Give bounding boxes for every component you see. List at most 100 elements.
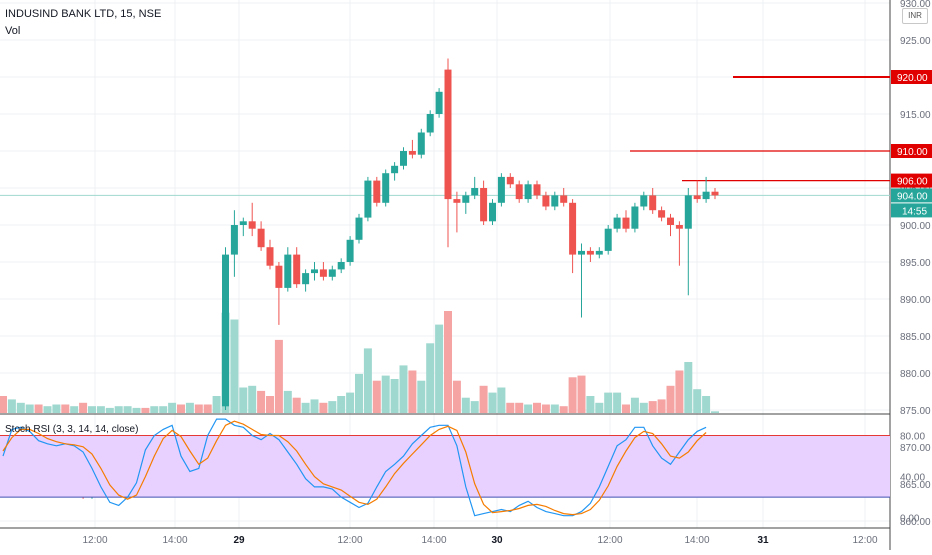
volume-bar xyxy=(435,324,444,413)
candle-body xyxy=(515,184,523,200)
candle-body xyxy=(604,228,612,251)
volume-bar xyxy=(630,397,639,413)
volume-bar xyxy=(675,370,684,413)
volume-bar xyxy=(114,406,123,413)
candle-body xyxy=(622,217,630,229)
price-tick-label: 890.00 xyxy=(900,295,931,306)
volume-bar xyxy=(301,402,310,413)
volume-bar xyxy=(363,348,372,413)
candle-body xyxy=(711,191,719,196)
candle-body xyxy=(471,188,479,196)
currency-badge[interactable]: INR xyxy=(902,8,928,24)
volume-bar xyxy=(337,396,346,413)
candle-body xyxy=(293,254,301,285)
time-tick-label: 30 xyxy=(491,535,503,546)
price-tick-label: 900.00 xyxy=(900,221,931,232)
time-tick-label: 31 xyxy=(757,535,769,546)
candle-body xyxy=(302,273,310,285)
candle-body xyxy=(649,195,657,211)
series-line-k xyxy=(2,418,707,517)
volume-bar xyxy=(533,402,541,413)
volume-bar xyxy=(497,387,506,413)
oscillator-label[interactable]: Stoch RSI (3, 3, 14, 14, close) xyxy=(5,424,139,435)
price-tick-label: 865.00 xyxy=(900,480,931,491)
volume-bar xyxy=(515,402,524,413)
price-tick-label: 875.00 xyxy=(900,406,931,417)
osc-tick-label: 40.00 xyxy=(900,473,925,484)
volume-bar xyxy=(479,385,488,413)
volume-bar xyxy=(105,407,114,413)
volume-bar xyxy=(613,392,622,413)
volume-bar xyxy=(266,396,274,413)
candle-body xyxy=(373,180,381,203)
candle-body xyxy=(284,254,292,288)
candle-body xyxy=(400,151,407,166)
candle-body xyxy=(551,195,559,207)
volume-bar xyxy=(408,370,417,413)
time-tick-label: 14:00 xyxy=(684,535,709,546)
series-line-d xyxy=(2,420,707,516)
volume-bar xyxy=(194,404,203,413)
time-tick-label: 12:00 xyxy=(852,535,877,546)
countdown-badge-label: 14:55 xyxy=(902,206,927,217)
volume-bar xyxy=(604,392,613,413)
volume-bar xyxy=(141,407,150,413)
candle-body xyxy=(533,184,541,196)
candle-body xyxy=(248,221,256,229)
volume-bar xyxy=(346,392,355,413)
volume-bar xyxy=(52,404,61,413)
candle-body xyxy=(569,202,577,255)
candle-body xyxy=(391,165,399,174)
volume-bar xyxy=(506,402,515,413)
volume-bar xyxy=(666,385,675,413)
volume-bar xyxy=(444,311,452,413)
candle-body xyxy=(355,217,363,240)
volume-bar xyxy=(586,396,595,413)
volume-bar xyxy=(461,397,470,413)
volume-bar xyxy=(648,401,657,413)
volume-bar xyxy=(568,377,577,413)
volume-bar xyxy=(702,396,711,413)
volume-bar xyxy=(248,385,257,413)
candle-body xyxy=(489,202,496,222)
volume-bar xyxy=(595,402,604,413)
candle-body xyxy=(613,217,621,229)
volume-bar xyxy=(550,404,559,413)
volume-bar xyxy=(355,373,363,413)
symbol-title[interactable]: INDUSIND BANK LTD, 15, NSE xyxy=(5,8,162,20)
candle-body xyxy=(524,184,532,200)
candle-body xyxy=(408,151,416,155)
volume-bar xyxy=(185,402,194,413)
candle-body xyxy=(364,180,372,218)
level-badge-label: 906.00 xyxy=(897,177,928,188)
candle-body xyxy=(230,225,238,255)
time-tick-label: 14:00 xyxy=(162,535,187,546)
volume-bar xyxy=(470,401,479,413)
candle-body xyxy=(382,173,390,203)
candle-body xyxy=(426,114,434,133)
volume-bar xyxy=(559,406,568,413)
volume-bar xyxy=(203,404,212,413)
volume-bar xyxy=(639,402,648,413)
price-tick-label: 925.00 xyxy=(900,36,931,47)
candle-body xyxy=(675,225,683,229)
price-tick-label: 895.00 xyxy=(900,258,931,269)
candle-body xyxy=(444,69,452,200)
volume-bar xyxy=(25,404,34,413)
volume-bar xyxy=(43,406,52,413)
level-badge xyxy=(891,144,932,158)
candle-body xyxy=(578,250,585,255)
price-tick-label: 860.00 xyxy=(900,517,931,528)
volume-bar xyxy=(417,380,426,413)
volume-bar xyxy=(684,362,693,413)
candle-body xyxy=(328,269,336,277)
volume-bar xyxy=(123,406,132,413)
countdown-badge xyxy=(891,203,932,218)
candle-body xyxy=(222,254,229,407)
volume-bar xyxy=(577,375,586,413)
volume-bar xyxy=(488,392,497,413)
volume-bar xyxy=(132,407,141,413)
candle-body xyxy=(480,188,488,222)
